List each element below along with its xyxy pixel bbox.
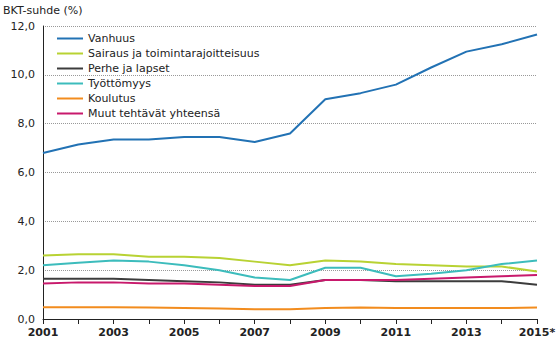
svg-text:2015*: 2015* bbox=[519, 326, 556, 339]
svg-text:Työttömyys: Työttömyys bbox=[87, 77, 151, 90]
svg-text:2001: 2001 bbox=[28, 326, 59, 339]
svg-text:Koulutus: Koulutus bbox=[88, 92, 136, 105]
svg-text:2003: 2003 bbox=[98, 326, 129, 339]
svg-text:8,0: 8,0 bbox=[18, 117, 36, 130]
svg-text:4,0: 4,0 bbox=[18, 215, 36, 228]
svg-text:Perhe ja lapset: Perhe ja lapset bbox=[88, 62, 170, 75]
svg-text:2,0: 2,0 bbox=[18, 264, 36, 277]
svg-text:Sairaus ja toimintarajoitteisu: Sairaus ja toimintarajoitteisuus bbox=[88, 47, 260, 60]
svg-text:Muut tehtävät yhteensä: Muut tehtävät yhteensä bbox=[88, 107, 220, 120]
svg-text:2009: 2009 bbox=[310, 326, 341, 339]
svg-text:2007: 2007 bbox=[239, 326, 270, 339]
svg-text:2005: 2005 bbox=[169, 326, 200, 339]
svg-text:BKT-suhde (%): BKT-suhde (%) bbox=[3, 4, 83, 17]
svg-text:2013: 2013 bbox=[451, 326, 482, 339]
svg-text:2011: 2011 bbox=[381, 326, 412, 339]
svg-text:0,0: 0,0 bbox=[18, 313, 36, 326]
svg-text:6,0: 6,0 bbox=[18, 166, 36, 179]
svg-text:Vanhuus: Vanhuus bbox=[88, 32, 135, 45]
svg-text:10,0: 10,0 bbox=[11, 68, 36, 81]
svg-text:12,0: 12,0 bbox=[11, 20, 36, 33]
